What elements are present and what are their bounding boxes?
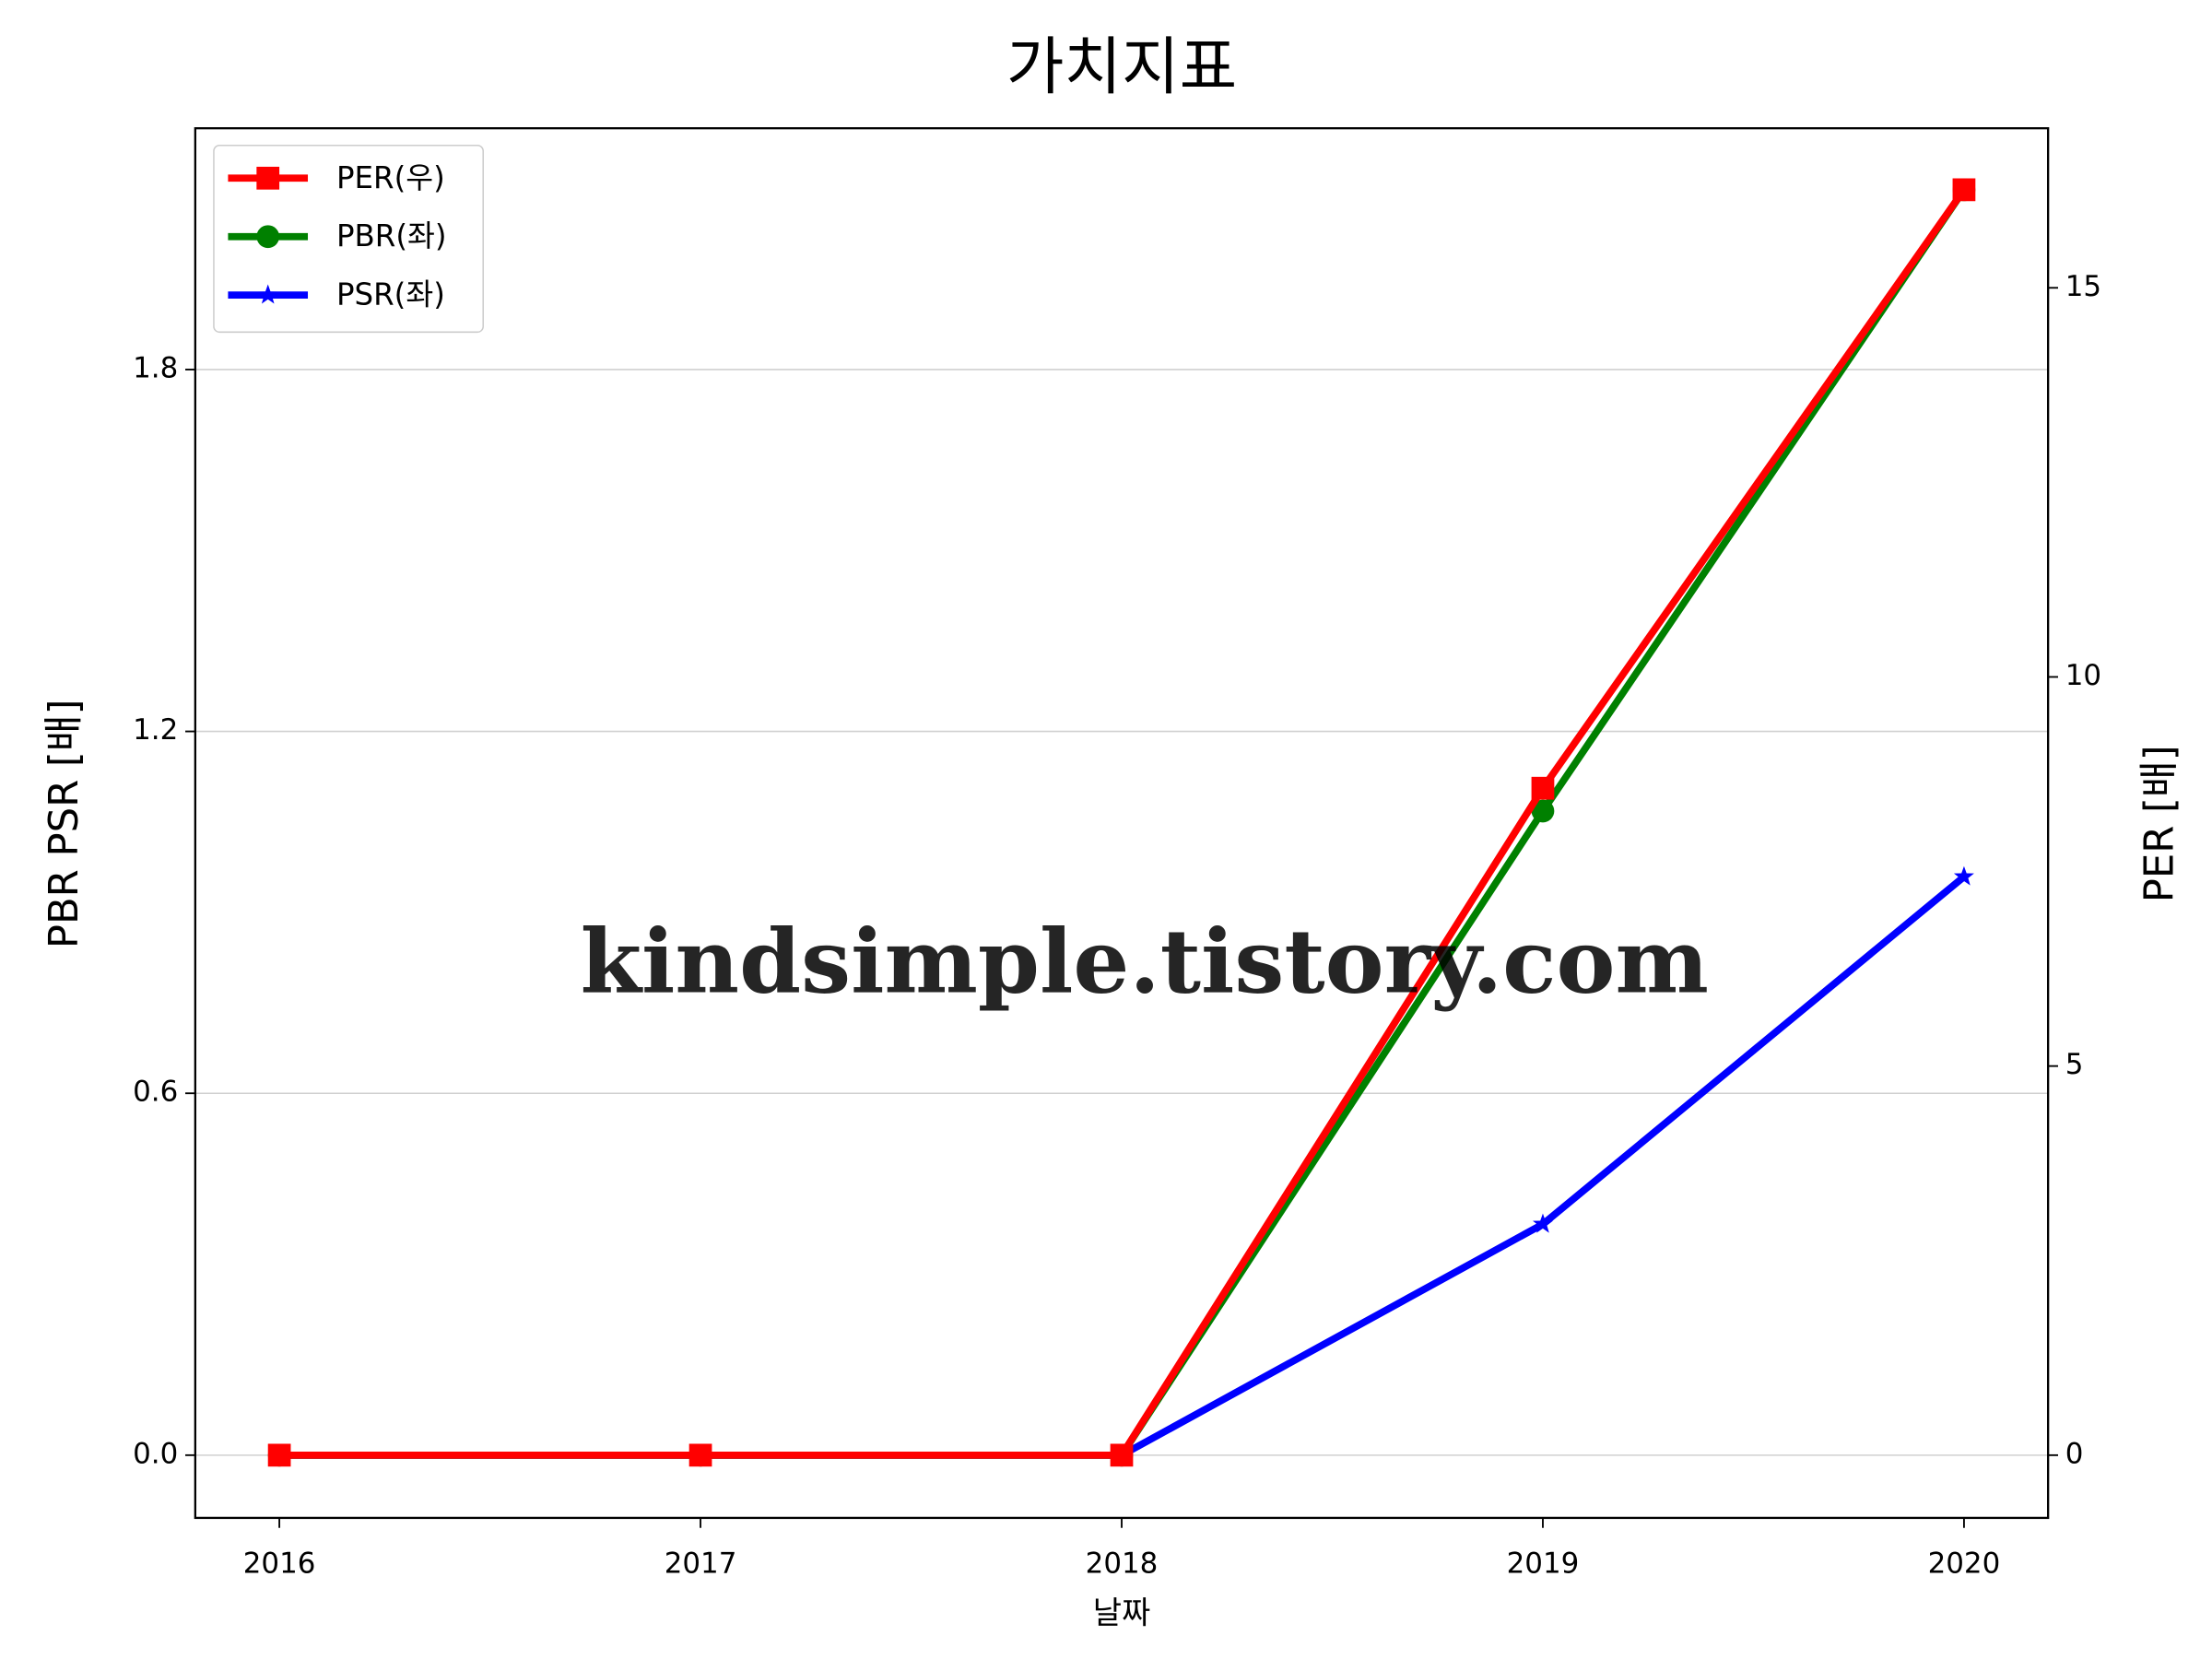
y2-tick-label: 0 (2065, 1437, 2084, 1470)
marker (1531, 776, 1555, 800)
y2-tick-label: 5 (2065, 1048, 2084, 1081)
x-axis-label: 날짜 (1093, 1595, 1151, 1632)
x-tick-label: 2020 (1928, 1547, 2001, 1580)
y-tick-label: 0.6 (133, 1076, 178, 1109)
y2-axis-label: PER [배] (2136, 745, 2183, 902)
chart-title: 가치지표 (1006, 31, 1237, 104)
marker (1953, 865, 1974, 886)
y2-tick-label: 15 (2065, 270, 2101, 303)
y2-tick-label: 10 (2065, 659, 2101, 692)
marker (688, 1443, 712, 1467)
watermark: kindsimple.tistory.com (581, 909, 1709, 1013)
y-axis-label: PBR PSR [배] (41, 700, 88, 949)
marker (1952, 178, 1976, 202)
legend-marker (256, 166, 280, 190)
marker (1110, 1443, 1134, 1467)
legend-box (213, 144, 484, 334)
legend-marker (256, 225, 280, 249)
x-tick-label: 2016 (243, 1547, 316, 1580)
data-line (279, 187, 1968, 1459)
legend-label: PSR(좌) (336, 277, 445, 312)
axes-frame (194, 127, 2050, 1520)
marker (1532, 1213, 1553, 1233)
y-tick-label: 0.0 (133, 1437, 178, 1470)
y-tick-label: 1.8 (133, 351, 178, 384)
x-tick-label: 2017 (665, 1547, 737, 1580)
x-tick-label: 2018 (1086, 1547, 1159, 1580)
x-tick-label: 2019 (1507, 1547, 1580, 1580)
data-line (279, 187, 1968, 1459)
marker (267, 1443, 291, 1467)
legend-label: PBR(좌) (336, 218, 447, 253)
legend: PER(우) PBR(좌) PSR(좌) (213, 144, 484, 334)
y-tick-label: 1.2 (133, 713, 178, 747)
legend-label: PER(우) (336, 160, 445, 195)
marker (1531, 799, 1555, 823)
legend-marker (257, 284, 278, 304)
